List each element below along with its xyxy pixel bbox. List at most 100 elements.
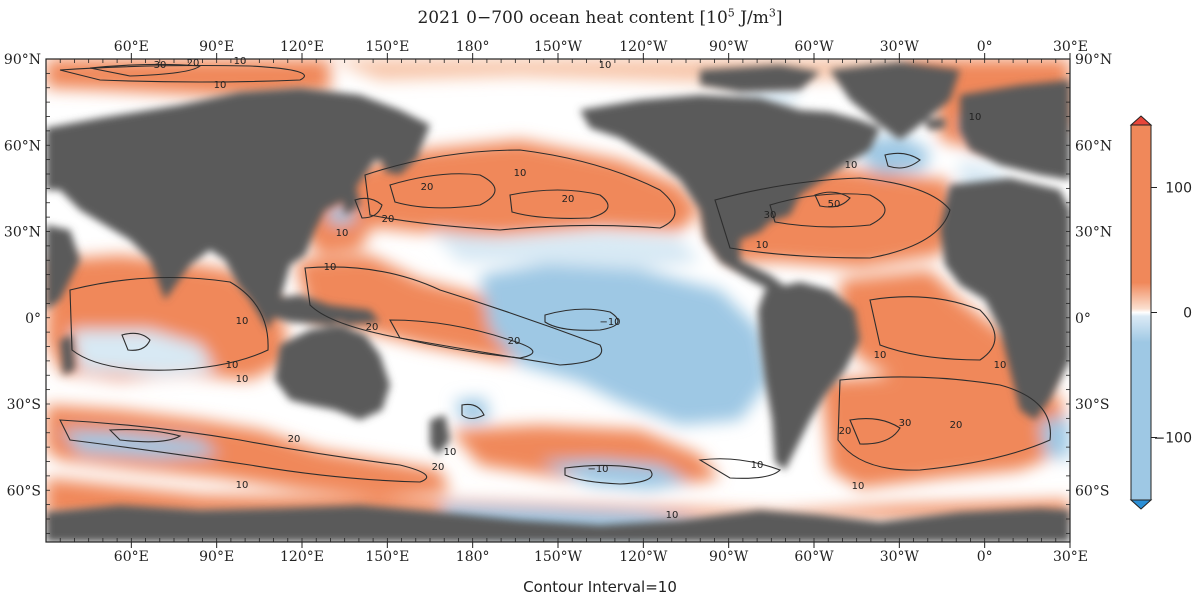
contour-label: 10 bbox=[751, 460, 764, 471]
lat-label-left: 60°N bbox=[4, 138, 41, 154]
land-north-america bbox=[580, 95, 880, 295]
land-iceland bbox=[925, 118, 945, 130]
warm-region-southern-indian bbox=[46, 405, 450, 498]
land-masses bbox=[46, 62, 1070, 542]
contour-label: 10 bbox=[874, 350, 887, 361]
anomaly-fields bbox=[46, 59, 1070, 535]
contour-label: 10 bbox=[599, 60, 612, 71]
contour-arctic-20 bbox=[89, 63, 202, 77]
lon-label-top: 180° bbox=[456, 39, 490, 55]
lat-label-left: 30°S bbox=[7, 397, 41, 413]
land-japan bbox=[340, 180, 360, 215]
contour-indian-minus10 bbox=[121, 332, 151, 351]
contour-southern-indian-30 bbox=[108, 429, 182, 443]
lat-label-right: 0° bbox=[1075, 311, 1091, 327]
title-unit: J/m bbox=[734, 7, 769, 28]
contour-labrador-minus10 bbox=[884, 152, 921, 169]
contour-label: 10 bbox=[234, 56, 247, 67]
contour-label: 20 bbox=[432, 462, 445, 473]
land-africa bbox=[940, 178, 1070, 420]
contour-label: 10 bbox=[336, 228, 349, 239]
colorbar-body bbox=[1130, 124, 1152, 501]
cool-region-central-pacific bbox=[430, 230, 700, 270]
lon-label-bottom: 150°E bbox=[365, 549, 409, 565]
colorbar-tick-label: −100 bbox=[1154, 431, 1192, 447]
cool-region-eastern-pacific bbox=[480, 262, 770, 425]
contour-kuroshio-30 bbox=[354, 197, 383, 219]
lon-label-bottom: 180° bbox=[456, 549, 490, 565]
contour-label: 20 bbox=[562, 194, 575, 205]
warm-region-south-atlantic-tropics bbox=[840, 270, 1055, 398]
contour-north-atlantic-50 bbox=[814, 191, 851, 208]
contour-west-pacific-10 bbox=[304, 266, 603, 366]
land-antarctica bbox=[46, 505, 1070, 542]
contour-label-layer: 30 20 10 10 10 10 20 20 20 10 10 10 10 20 20 −10 10 10 10 5… bbox=[154, 56, 1007, 521]
lon-label-top: 0° bbox=[977, 39, 993, 55]
colorbar: 100 0 −100 bbox=[1129, 115, 1192, 510]
lat-label-left: 30°N bbox=[4, 225, 41, 241]
lon-label-bottom: 150°W bbox=[534, 549, 583, 565]
contour-lines bbox=[59, 63, 1051, 485]
contour-label: 10 bbox=[236, 374, 249, 385]
colorbar-tick-label: 0 bbox=[1183, 306, 1192, 322]
land-australia bbox=[275, 325, 390, 420]
land-new-guinea bbox=[330, 305, 380, 325]
contour-label: 10 bbox=[845, 160, 858, 171]
title-text: 2021 0−700 ocean heat content [10 bbox=[417, 7, 728, 28]
lat-label-right: 30°N bbox=[1075, 225, 1112, 241]
longitude-labels-top: 60°E 90°E 120°E 150°E 180° 150°W 120°W 90°W 60°W… bbox=[114, 39, 1088, 59]
latitude-labels-left: 90°N 60°N 30°N 0° 30°S 60°S bbox=[4, 52, 41, 499]
contour-label: −10 bbox=[599, 317, 620, 328]
contour-label: 10 bbox=[226, 360, 239, 371]
page-title: 2021 0−700 ocean heat content [105 J/m3] bbox=[417, 6, 782, 28]
contour-label: 10 bbox=[666, 510, 679, 521]
contour-label: 10 bbox=[852, 481, 865, 492]
colorbar-tick-label: 100 bbox=[1165, 181, 1192, 197]
contour-label: 10 bbox=[994, 360, 1007, 371]
land-europe bbox=[960, 80, 1070, 180]
contour-interval-note: Contour Interval=10 bbox=[523, 578, 677, 596]
title-wrap: 2021 0−700 ocean heat content [105 J/m3] bbox=[0, 0, 1200, 31]
lon-label-top: 120°E bbox=[280, 39, 324, 55]
land-madagascar bbox=[60, 335, 75, 375]
contour-label: 10 bbox=[514, 168, 527, 179]
contour-label: 10 bbox=[236, 316, 249, 327]
lon-label-bottom: 30°E bbox=[1053, 549, 1088, 565]
land-south-america bbox=[758, 282, 860, 470]
warm-region-south-atlantic bbox=[820, 375, 1070, 488]
lon-label-bottom: 60°E bbox=[114, 549, 149, 565]
lat-label-left: 0° bbox=[25, 311, 41, 327]
map-plot-area bbox=[46, 59, 1070, 542]
title-exponent-5: 5 bbox=[727, 6, 735, 19]
contour-south-pacific-10 bbox=[698, 458, 781, 479]
contour-tropical-atlantic-10 bbox=[869, 296, 996, 361]
contour-label: 30 bbox=[899, 418, 912, 429]
warm-region-north-pacific bbox=[345, 140, 700, 236]
contour-north-pacific-10 bbox=[364, 149, 676, 231]
lat-label-left: 60°S bbox=[7, 483, 41, 499]
land-arctic-islands bbox=[700, 65, 820, 92]
lon-label-bottom: 120°W bbox=[619, 549, 668, 565]
lat-label-left: 90°N bbox=[4, 52, 41, 68]
lat-label-right: 90°N bbox=[1075, 52, 1112, 68]
contour-label: 10 bbox=[324, 262, 337, 273]
lon-label-top: 60°E bbox=[114, 39, 149, 55]
contour-label: 20 bbox=[839, 426, 852, 437]
contour-south-atlantic-10 bbox=[837, 376, 1051, 471]
land-kamchatka bbox=[380, 140, 420, 175]
contour-label: 20 bbox=[382, 214, 395, 225]
warm-region-arctic-west bbox=[46, 59, 330, 98]
land-africa-east bbox=[46, 225, 80, 310]
contour-tasman-minus10 bbox=[461, 403, 485, 420]
contour-label: 50 bbox=[828, 199, 841, 210]
land-indonesia bbox=[258, 295, 350, 325]
contour-label: 20 bbox=[421, 182, 434, 193]
contour-label: 20 bbox=[508, 336, 521, 347]
colorbar-ticks: 100 0 −100 bbox=[1151, 181, 1192, 447]
contour-label: 10 bbox=[214, 80, 227, 91]
contour-east-pacific-minus10 bbox=[544, 308, 619, 331]
cool-region-indian-south bbox=[60, 430, 220, 458]
title-exponent-3: 3 bbox=[768, 6, 776, 19]
contour-north-pacific-20b bbox=[509, 189, 609, 219]
contour-label: 20 bbox=[950, 420, 963, 431]
